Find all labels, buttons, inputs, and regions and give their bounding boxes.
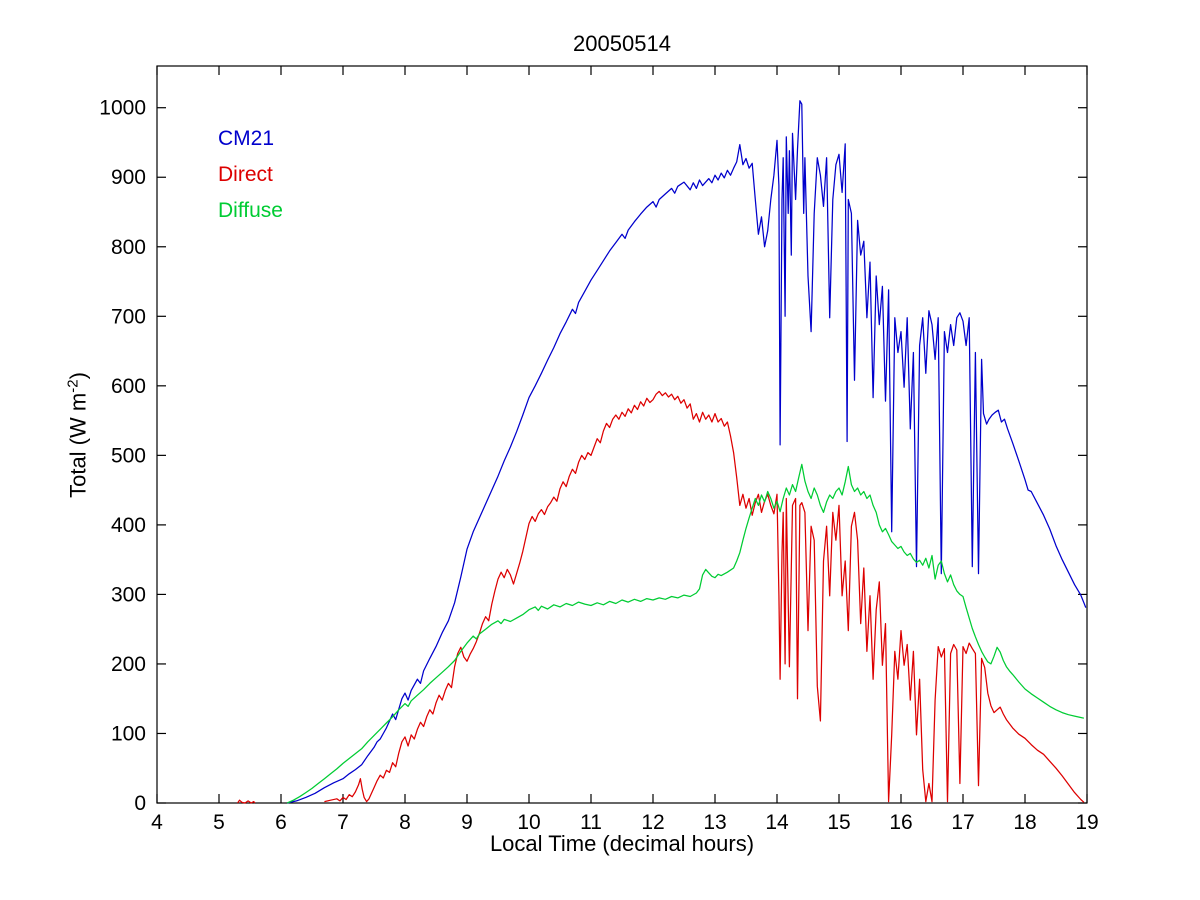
legend-entry-diffuse: Diffuse xyxy=(218,199,283,222)
x-tick-label: 18 xyxy=(1013,811,1036,834)
series-line-direct xyxy=(237,799,256,804)
x-axis-label: Local Time (decimal hours) xyxy=(489,831,755,856)
x-tick-label: 16 xyxy=(889,811,912,834)
y-tick-label: 900 xyxy=(111,166,146,189)
x-tick-label: 15 xyxy=(827,811,850,834)
x-tick-label: 4 xyxy=(151,811,163,834)
y-tick-label: 600 xyxy=(111,375,146,398)
y-axis-label-close: ) xyxy=(65,372,91,380)
y-tick-label: 400 xyxy=(111,514,146,537)
y-axis-label: Total (W m-2) xyxy=(64,372,91,498)
y-tick-label: 800 xyxy=(111,236,146,259)
y-tick-label: 0 xyxy=(134,792,146,815)
series-line-diffuse xyxy=(286,463,1085,804)
x-tick-label: 9 xyxy=(461,811,473,834)
x-tick-label: 12 xyxy=(641,811,664,834)
y-tick-label: 300 xyxy=(111,583,146,606)
x-tick-label: 17 xyxy=(951,811,974,834)
legend-entry-direct: Direct xyxy=(218,163,273,186)
y-tick-label: 500 xyxy=(111,444,146,467)
axes-box xyxy=(156,65,1088,804)
y-tick-label: 700 xyxy=(111,305,146,328)
series-line-cm21 xyxy=(287,100,1087,804)
chart-title: 20050514 xyxy=(573,31,671,56)
x-tick-label: 11 xyxy=(580,811,602,834)
x-tick-label: 19 xyxy=(1075,811,1098,834)
x-tick-label: 8 xyxy=(399,811,411,834)
series-line-direct xyxy=(324,390,1085,803)
y-tick-label: 100 xyxy=(111,722,146,745)
x-tick-label: 14 xyxy=(765,811,789,834)
legend-entry-cm21: CM21 xyxy=(218,127,275,150)
y-tick-label: 1000 xyxy=(99,97,146,120)
y-tick-label: 200 xyxy=(111,653,146,676)
x-tick-label: 5 xyxy=(213,811,225,834)
x-tick-label: 7 xyxy=(337,811,349,834)
x-tick-label: 10 xyxy=(517,811,540,834)
y-axis-label-main: Total (W m xyxy=(65,392,91,498)
x-tick-label: 6 xyxy=(275,811,287,834)
y-axis-label-exponent: -2 xyxy=(64,379,82,393)
x-tick-label: 13 xyxy=(703,811,726,834)
